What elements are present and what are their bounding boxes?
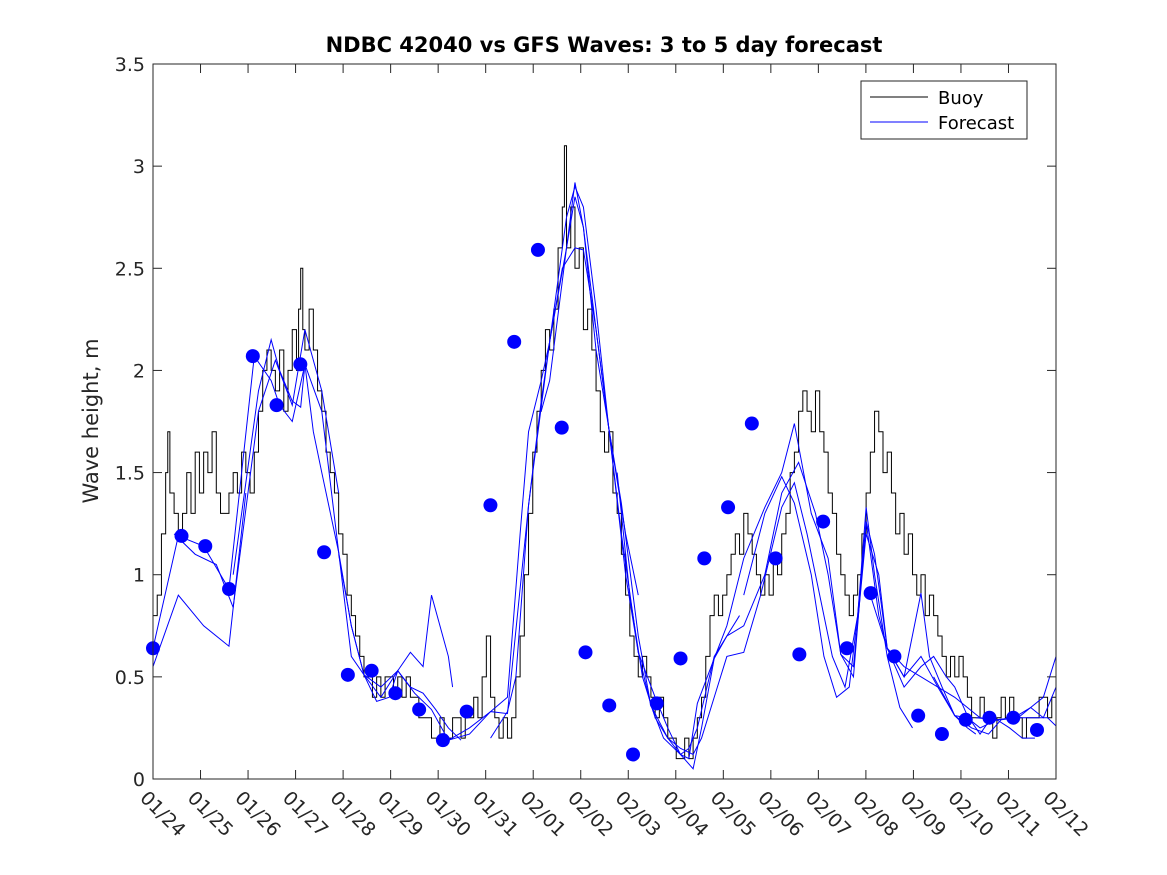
forecast-marker-21 [649,696,664,711]
x-tick-label: 02/01 [516,787,570,841]
legend-buoy-label: Buoy [938,88,984,109]
x-tick-label: 02/04 [658,787,712,841]
forecast-marker-34 [958,712,973,727]
legend-forecast-label: Forecast [938,113,1014,134]
x-tick-label: 02/06 [753,787,807,841]
forecast-run-9 [616,472,913,756]
x-tick-label: 01/24 [135,787,189,841]
forecast-marker-30 [863,586,878,601]
forecast-marker-2 [198,539,213,554]
forecast-marker-31 [887,649,902,664]
x-tick-label: 02/08 [848,787,902,841]
series-layer [153,145,1056,770]
forecast-marker-19 [602,698,617,713]
y-tick-label: 3.5 [115,54,145,76]
forecast-marker-16 [530,242,545,257]
y-tick-label: 0 [133,769,145,791]
forecast-marker-7 [317,545,332,560]
forecast-marker-20 [626,747,641,762]
x-tick-label: 02/02 [563,787,617,841]
forecast-marker-36 [1006,710,1021,725]
y-tick-label: 2.5 [115,258,145,280]
x-tick-label: 02/11 [991,787,1045,841]
forecast-marker-14 [483,498,498,513]
y-tick-label: 1.5 [115,463,145,485]
x-tick-label: 01/27 [278,787,332,841]
forecast-marker-33 [934,727,949,742]
forecast-marker-11 [412,702,427,717]
forecast-run-4 [253,355,462,741]
x-tick-label: 01/31 [468,787,522,841]
forecast-marker-10 [388,686,403,701]
marker-layer [146,242,1044,762]
x-tick-label: 02/03 [611,787,665,841]
forecast-run-11 [869,594,1056,729]
forecast-marker-18 [578,645,593,660]
forecast-marker-15 [507,334,522,349]
forecast-marker-28 [816,514,831,529]
y-axis-label: Wave height, m [79,338,103,503]
x-tick-label: 01/30 [421,787,475,841]
plot-frame [152,63,1057,780]
forecast-marker-1 [174,528,189,543]
x-tick-label: 01/26 [231,787,285,841]
legend-box [860,80,1028,140]
forecast-marker-27 [792,647,807,662]
x-tick-label: 02/09 [896,787,950,841]
forecast-marker-8 [340,667,355,682]
plot-area [153,64,1056,779]
forecast-marker-4 [245,349,260,364]
x-tick-label: 02/10 [943,787,997,841]
forecast-marker-5 [269,398,284,413]
x-tick-label: 01/25 [183,787,237,841]
forecast-marker-26 [768,551,783,566]
forecast-run-2 [173,329,340,608]
x-tick-label: 02/07 [801,787,855,841]
forecast-marker-13 [459,704,474,719]
x-tick-label: 01/28 [326,787,380,841]
forecast-marker-17 [554,420,569,435]
forecast-marker-37 [1029,722,1044,737]
forecast-marker-3 [222,582,237,597]
forecast-marker-29 [839,641,854,656]
y-ticks: 0 0.5 1 1.5 2 2.5 3 3.5 [115,54,1056,791]
forecast-marker-32 [911,708,926,723]
x-tick-label: 02/05 [706,787,760,841]
forecast-marker-22 [673,651,688,666]
forecast-marker-24 [721,500,736,515]
x-tick-label: 02/12 [1038,787,1092,841]
y-tick-label: 1 [133,565,145,587]
forecast-marker-23 [697,551,712,566]
forecast-marker-12 [435,733,450,748]
forecast-marker-6 [293,357,308,372]
y-tick-label: 3 [133,156,145,178]
legend: Buoy Forecast [860,80,1028,140]
forecast-marker-35 [982,710,997,725]
forecast-run-8 [540,182,998,770]
chart-title: NDBC 42040 vs GFS Waves: 3 to 5 day fore… [326,33,883,57]
x-tick-label: 01/29 [373,787,427,841]
forecast-marker-9 [364,663,379,678]
y-tick-label: 2 [133,360,145,382]
forecast-run-13 [975,655,1056,721]
forecast-marker-25 [744,416,759,431]
y-tick-label: 0.5 [115,667,145,689]
